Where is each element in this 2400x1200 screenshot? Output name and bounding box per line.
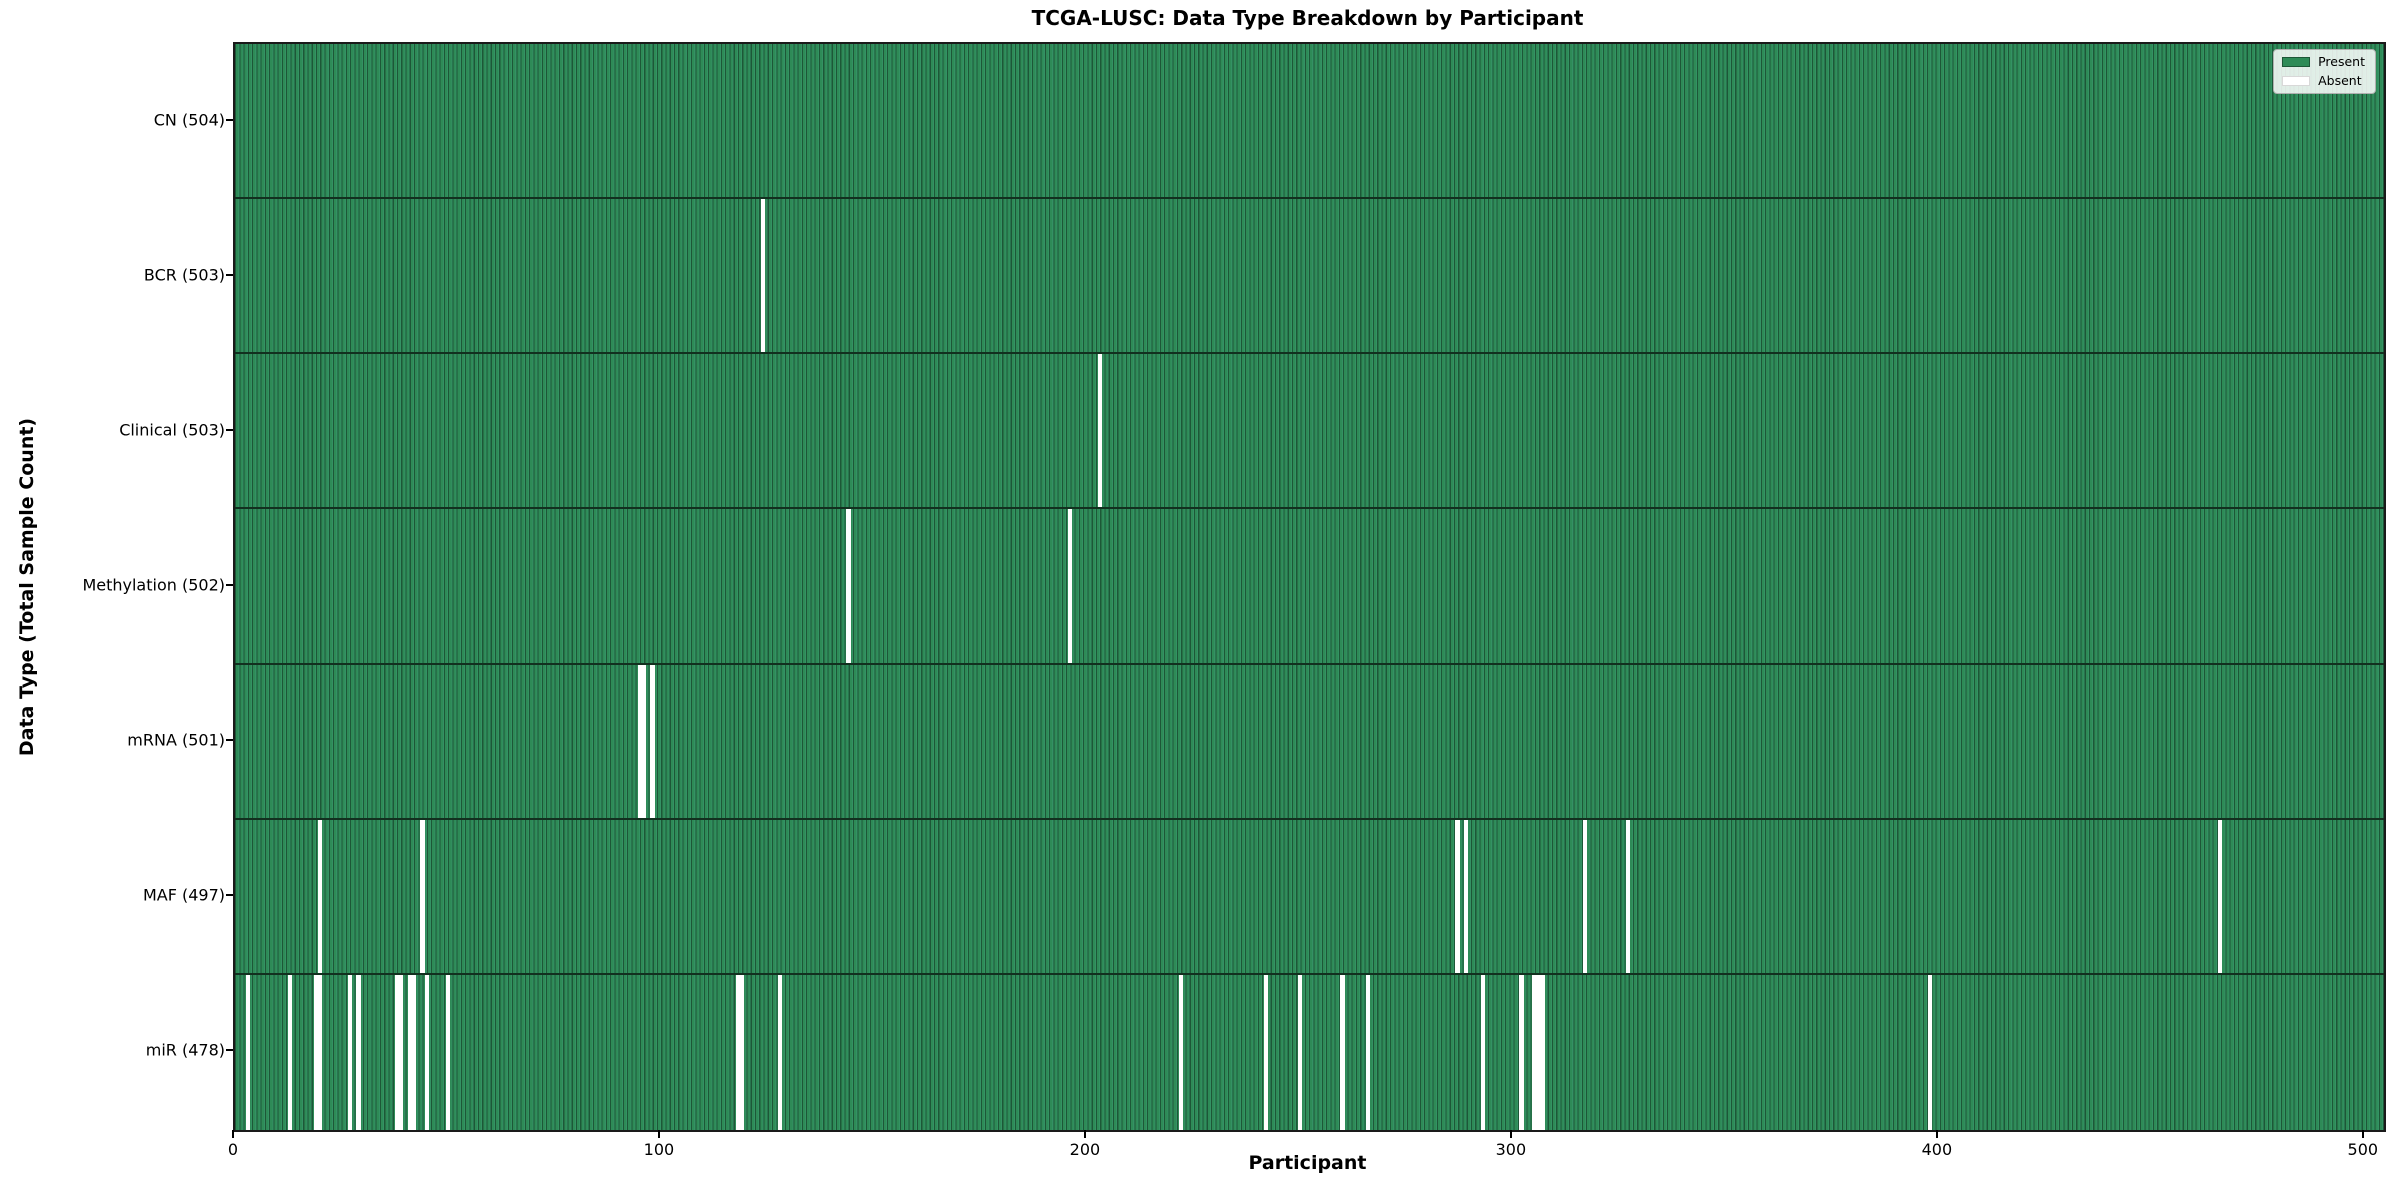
- y-tick-mark: [226, 1049, 233, 1052]
- absent-bar: [641, 664, 647, 818]
- y-tick-label-mrna: mRNA (501): [127, 730, 225, 750]
- y-tick-mark: [226, 739, 233, 742]
- absent-bar: [356, 974, 361, 1130]
- x-tick-label-400: 400: [1921, 1140, 1953, 1159]
- x-tick-label-500: 500: [2347, 1140, 2379, 1159]
- absent-bar: [1297, 974, 1303, 1130]
- absent-bar: [1519, 974, 1524, 1130]
- absent-bar: [846, 509, 851, 663]
- legend: Present Absent: [2273, 49, 2376, 94]
- absent-bar: [1097, 354, 1102, 508]
- data-type-row-mir: [235, 974, 2384, 1130]
- absent-bar: [411, 974, 417, 1130]
- data-type-row-mrna: [235, 664, 2384, 820]
- y-tick-label-methylation: Methylation (502): [82, 575, 225, 595]
- y-tick-mark: [226, 273, 233, 276]
- absent-bar: [1625, 819, 1631, 973]
- absent-bar: [1532, 974, 1537, 1130]
- absent-bar: [1536, 974, 1541, 1130]
- absent-bar: [420, 819, 425, 973]
- y-tick-mark: [226, 428, 233, 431]
- x-tick-mark: [2361, 1130, 2364, 1138]
- absent-bar: [735, 974, 740, 1130]
- absent-bar: [424, 974, 429, 1130]
- y-tick-label-mir: miR (478): [145, 1040, 225, 1060]
- absent-bar: [1480, 974, 1486, 1130]
- x-tick-label-200: 200: [1069, 1140, 1101, 1159]
- chart-title: TCGA-LUSC: Data Type Breakdown by Partic…: [1031, 6, 1584, 30]
- plot-area: [233, 42, 2386, 1132]
- absent-bar: [347, 974, 353, 1130]
- data-type-row-maf: [235, 819, 2384, 975]
- data-type-row-bcr: [235, 199, 2384, 355]
- x-tick-mark: [232, 1130, 234, 1138]
- x-tick-mark: [1509, 1130, 1512, 1138]
- absent-bar: [637, 664, 642, 818]
- absent-swatch-icon: [2282, 75, 2311, 86]
- x-tick-mark: [1935, 1130, 1938, 1138]
- legend-present-label: Present: [2318, 54, 2365, 69]
- legend-entry-present: Present: [2282, 54, 2365, 69]
- absent-bar: [313, 974, 319, 1130]
- x-tick-label-0: 0: [227, 1140, 239, 1159]
- absent-bar: [394, 974, 399, 1130]
- absent-bar: [288, 974, 293, 1130]
- absent-bar: [739, 974, 745, 1130]
- absent-bar: [1455, 819, 1460, 973]
- absent-bar: [407, 974, 412, 1130]
- x-tick-mark: [1083, 1130, 1086, 1138]
- absent-bar: [1463, 819, 1469, 973]
- absent-bar: [1540, 974, 1545, 1130]
- y-tick-label-maf: MAF (497): [142, 885, 225, 905]
- absent-bar: [1263, 974, 1268, 1130]
- legend-entry-absent: Absent: [2282, 72, 2365, 88]
- absent-bar: [1365, 974, 1371, 1130]
- y-tick-label-clinical: Clinical (503): [119, 420, 225, 440]
- absent-bar: [398, 974, 404, 1130]
- data-type-row-methylation: [235, 509, 2384, 665]
- absent-bar: [445, 974, 451, 1130]
- absent-bar: [2217, 819, 2223, 973]
- absent-bar: [1178, 974, 1183, 1130]
- absent-bar: [778, 974, 783, 1130]
- y-tick-mark: [226, 584, 233, 586]
- absent-bar: [761, 199, 766, 353]
- y-tick-mark: [226, 118, 233, 121]
- y-tick-mark: [226, 894, 233, 897]
- x-tick-mark: [657, 1130, 660, 1138]
- data-type-row-cn: [235, 44, 2384, 200]
- absent-bar: [245, 974, 250, 1130]
- y-tick-label-cn: CN (504): [153, 110, 225, 130]
- absent-bar: [650, 664, 655, 818]
- y-tick-label-bcr: BCR (503): [143, 265, 225, 285]
- x-tick-label-100: 100: [643, 1140, 675, 1159]
- x-axis-label: Participant: [1248, 1152, 1367, 1174]
- data-type-row-clinical: [235, 354, 2384, 510]
- absent-bar: [318, 974, 323, 1130]
- legend-absent-label: Absent: [2318, 72, 2362, 88]
- absent-bar: [1583, 819, 1588, 973]
- present-swatch-icon: [2282, 57, 2311, 68]
- x-tick-label-300: 300: [1495, 1140, 1527, 1159]
- absent-bar: [1340, 974, 1345, 1130]
- absent-bar: [1067, 509, 1072, 663]
- absent-bar: [318, 819, 323, 973]
- absent-bar: [1928, 974, 1933, 1130]
